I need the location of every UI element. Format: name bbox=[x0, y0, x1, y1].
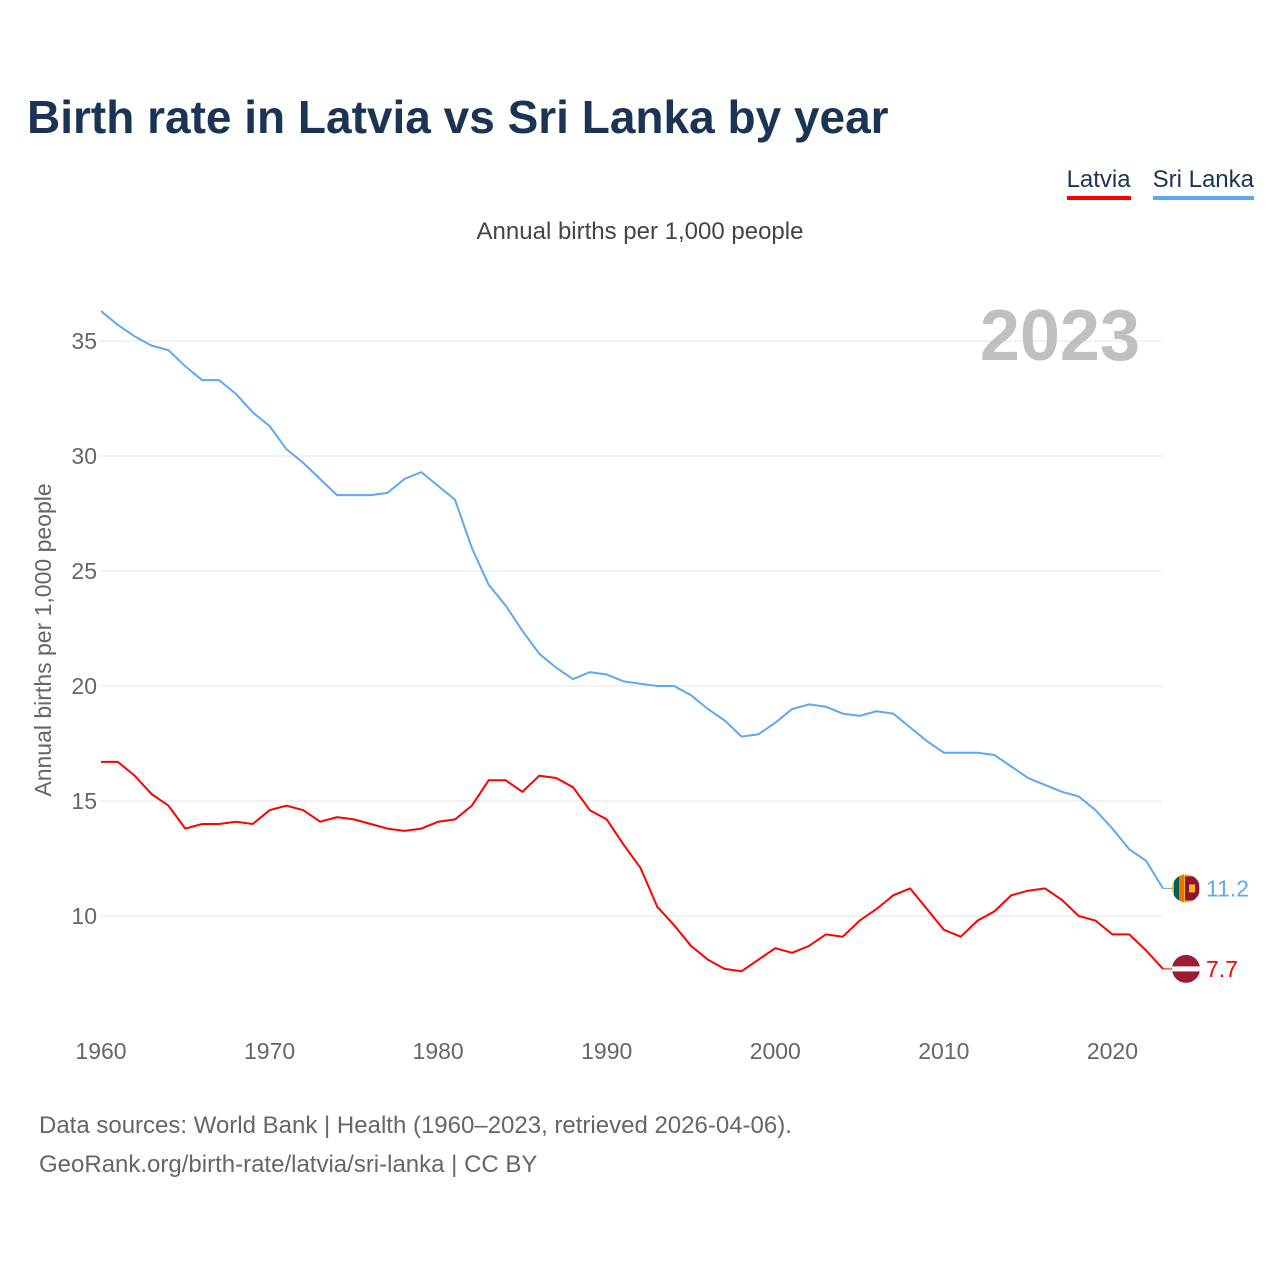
series-line-latvia bbox=[101, 760, 1164, 973]
series-line-sri-lanka bbox=[100, 310, 1164, 889]
flag-green bbox=[1174, 874, 1179, 903]
flag-lion bbox=[1189, 884, 1195, 893]
y-tick-label: 35 bbox=[71, 328, 97, 354]
flag-body bbox=[1172, 954, 1200, 983]
year-label: 2023 bbox=[980, 296, 1140, 376]
end-value-label: 11.2 bbox=[1206, 875, 1249, 901]
flag-orange bbox=[1179, 874, 1184, 903]
flag-body bbox=[1172, 874, 1200, 903]
y-axis-label: Annual births per 1,000 people bbox=[30, 483, 56, 796]
legend-item-sri-lanka[interactable]: Sri Lanka bbox=[1152, 166, 1254, 200]
x-tick-label: 1960 bbox=[75, 1038, 126, 1064]
latvia-flag-icon bbox=[1172, 954, 1200, 983]
legend: Latvia Sri Lanka bbox=[1066, 166, 1254, 200]
x-tick-label: 1990 bbox=[581, 1038, 632, 1064]
x-tick-label: 2000 bbox=[750, 1038, 801, 1064]
legend-item-latvia[interactable]: Latvia bbox=[1066, 166, 1131, 200]
data-source-text: Data sources: World Bank | Health (1960–… bbox=[39, 1112, 792, 1139]
y-tick-label: 15 bbox=[71, 788, 97, 814]
x-tick-label: 1970 bbox=[244, 1038, 295, 1064]
chart-title: Birth rate in Latvia vs Sri Lanka by yea… bbox=[27, 91, 889, 143]
x-tick-label: 2020 bbox=[1087, 1038, 1138, 1064]
sri-lanka-flag-icon bbox=[1172, 874, 1200, 903]
x-tick-label: 1980 bbox=[413, 1038, 464, 1064]
source-link[interactable]: GeoRank.org/birth-rate/latvia/sri-lanka … bbox=[39, 1151, 538, 1178]
y-tick-label: 30 bbox=[71, 443, 97, 469]
footer: Data sources: World Bank | Health (1960–… bbox=[39, 1106, 792, 1184]
y-tick-label: 10 bbox=[71, 903, 97, 929]
chart-subtitle: Annual births per 1,000 people bbox=[476, 218, 804, 245]
end-value-label: 7.7 bbox=[1206, 956, 1238, 982]
flag-white-stripe bbox=[1172, 966, 1200, 972]
y-tick-label: 20 bbox=[71, 673, 97, 699]
y-tick-label: 25 bbox=[71, 558, 97, 584]
x-tick-label: 2010 bbox=[918, 1038, 969, 1064]
